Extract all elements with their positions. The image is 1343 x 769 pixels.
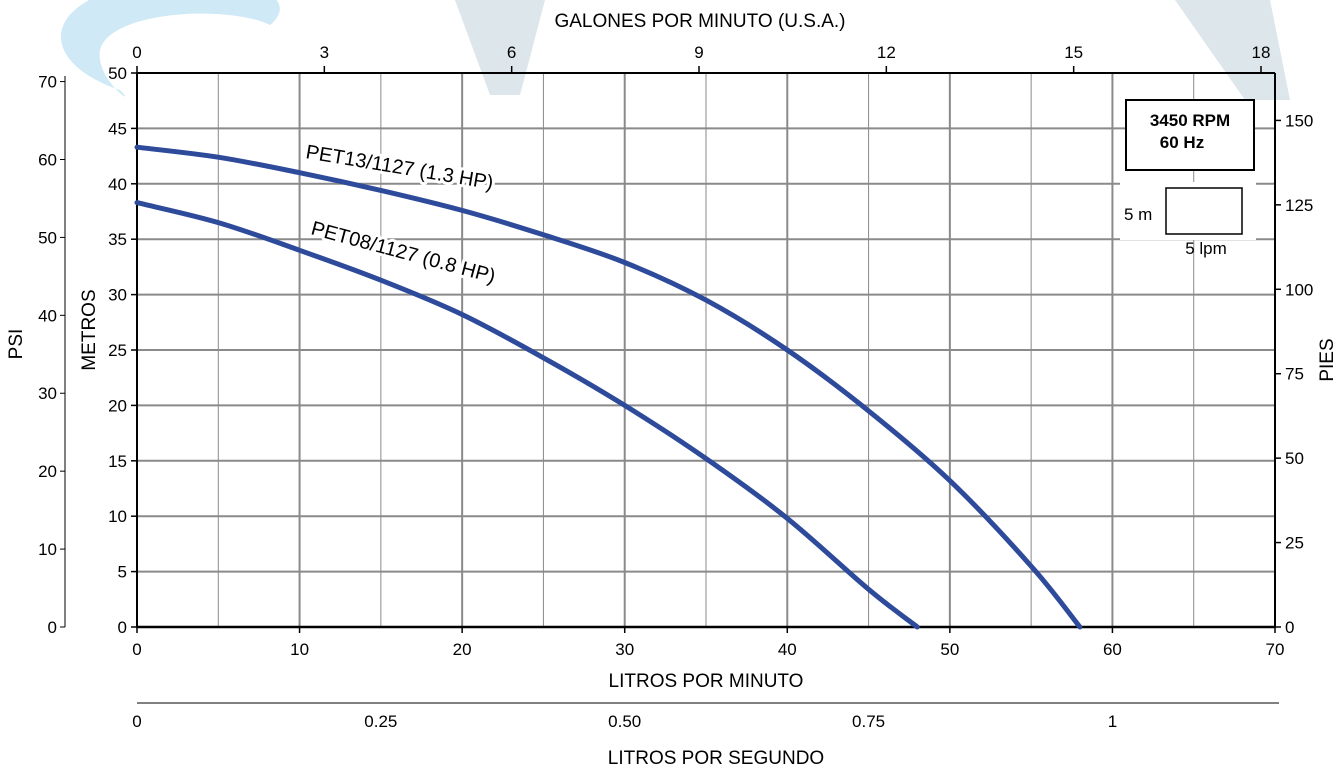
lps-tick-label: 0.50: [608, 712, 641, 731]
psi-tick-label: 10: [38, 540, 57, 559]
psi-tick-label: 60: [38, 150, 57, 169]
series-line: [134, 144, 1083, 630]
plot-frame: [136, 72, 1276, 629]
y-right-tick-label: 0: [1285, 618, 1294, 637]
y-tick-label: 50: [108, 64, 127, 83]
x-top-tick-label: 0: [132, 43, 141, 62]
x-top-tick-label: 18: [1252, 43, 1271, 62]
x-tick-label: 30: [615, 640, 634, 659]
x-top-tick-label: 3: [320, 43, 329, 62]
watermark-letter-a: [455, 0, 545, 95]
y-tick-label: 15: [108, 452, 127, 471]
y-right-tick-label: 100: [1285, 280, 1313, 299]
x-tick-label: 0: [132, 640, 141, 659]
y-right-axis-title: PIES: [1317, 338, 1338, 381]
series-line: [134, 200, 920, 630]
y-tick-label: 20: [108, 396, 127, 415]
x-top-tick-label: 12: [877, 43, 896, 62]
x-tick-label: 60: [1103, 640, 1122, 659]
grid: [137, 73, 1275, 627]
y-tick-label: 40: [108, 175, 127, 194]
scale-m-label: 5 m: [1124, 205, 1152, 224]
psi-axis-title: PSI: [6, 329, 27, 360]
watermark-swoosh: [61, 0, 280, 97]
lps-tick-label: 0: [132, 712, 141, 731]
y-tick-label: 45: [108, 119, 127, 138]
watermark: [61, 0, 1290, 100]
psi-tick-label: 20: [38, 462, 57, 481]
psi-tick-label: 70: [38, 73, 57, 92]
x-axis-title: LITROS POR MINUTO: [609, 671, 804, 692]
x-top-axis-title: GALONES POR MINUTO (U.S.A.): [554, 11, 845, 32]
x-top-tick-label: 9: [694, 43, 703, 62]
y-axis-title: METROS: [79, 289, 100, 370]
series-lines: [134, 144, 1083, 630]
y-tick-label: 5: [118, 563, 127, 582]
x-top-tick-label: 15: [1064, 43, 1083, 62]
watermark-letter-a-right: [1175, 0, 1290, 100]
y-tick-label: 10: [108, 507, 127, 526]
x-tick-label: 40: [778, 640, 797, 659]
y-tick-label: 0: [118, 618, 127, 637]
scale-box: [1165, 187, 1243, 235]
y-right-tick-label: 125: [1285, 196, 1313, 215]
legend-box: 3450 RPM 60 Hz 5 m 5 lpm: [1120, 99, 1256, 258]
x-tick-label: 70: [1266, 640, 1285, 659]
y-right-tick-label: 150: [1285, 111, 1313, 130]
y-right-tick-label: 50: [1285, 449, 1304, 468]
lps-tick-label: 0.25: [364, 712, 397, 731]
x-tick-label: 10: [290, 640, 309, 659]
y-tick-label: 30: [108, 286, 127, 305]
x-tick-label: 20: [453, 640, 472, 659]
series-label: PET08/1127 (0.8 HP): [309, 218, 498, 288]
x-top-tick-label: 6: [507, 43, 516, 62]
lps-tick-label: 0.75: [852, 712, 885, 731]
psi-tick-label: 50: [38, 228, 57, 247]
psi-tick-label: 30: [38, 384, 57, 403]
y-right-tick-label: 75: [1285, 365, 1304, 384]
lps-axis-title: LITROS POR SEGUNDO: [608, 748, 824, 769]
y-tick-label: 35: [108, 230, 127, 249]
hz-label: 60 Hz: [1160, 133, 1204, 152]
x-tick-label: 50: [940, 640, 959, 659]
series-label: PET13/1127 (1.3 HP): [304, 141, 495, 194]
psi-tick-label: 0: [48, 618, 57, 637]
psi-tick-label: 40: [38, 306, 57, 325]
y-tick-label: 25: [108, 341, 127, 360]
y-right-tick-label: 25: [1285, 534, 1304, 553]
rpm-label: 3450 RPM: [1150, 111, 1230, 130]
rpm-box: [1125, 99, 1255, 171]
lps-tick-label: 1: [1108, 712, 1117, 731]
scale-lpm-label: 5 lpm: [1185, 239, 1227, 258]
